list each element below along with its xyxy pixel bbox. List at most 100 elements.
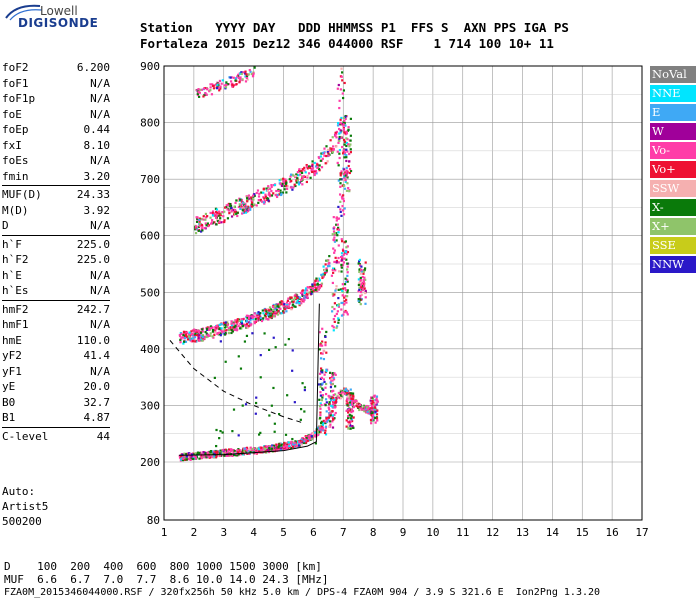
echo-point [336,234,339,237]
echo-point [343,140,347,143]
echo-point [342,249,345,252]
echo-point [270,447,274,450]
echo-point [328,408,331,411]
echo-point [232,208,235,212]
echo-point [359,406,362,409]
echo-point [245,322,249,326]
echo-point [240,320,244,324]
echo-point [295,179,298,182]
echo-point [284,182,288,185]
echo-point [371,408,374,412]
echo-point [338,135,341,139]
echo-point [342,389,345,392]
echo-point [345,141,349,145]
echo-point [219,429,222,433]
echo-point [293,296,297,299]
echo-point [374,421,377,424]
echo-point [204,212,208,216]
echo-point [324,392,328,396]
echo-point [246,209,250,213]
echo-point [337,261,340,264]
echo-point [320,427,323,430]
echo-point [257,317,260,320]
echo-point [207,455,210,458]
echo-point [267,308,270,311]
echo-point [341,393,344,396]
echo-point [260,446,263,449]
echo-point [360,293,364,296]
echo-points [178,66,379,462]
echo-point [205,328,209,331]
echo-point [276,303,279,306]
echo-point [277,449,280,452]
echo-point [369,410,373,413]
echo-point [331,372,335,375]
echo-point [293,305,296,308]
echo-point [341,92,344,95]
echo-point [216,218,219,221]
echo-point [324,433,328,436]
echo-point [236,449,239,452]
echo-point [370,413,373,417]
echo-point [321,426,325,429]
echo-point [226,451,229,454]
echo-point [358,258,361,262]
echo-point [300,175,304,178]
echo-point [343,184,346,187]
echo-point [187,332,190,336]
echo-point [266,198,269,202]
echo-point [221,211,224,214]
echo-point [286,394,289,397]
echo-point [331,426,335,429]
echo-point [369,419,373,422]
echo-point [200,452,203,455]
echo-point [295,298,298,301]
echo-point [227,202,230,206]
echo-point [339,174,342,177]
echo-point [283,441,286,445]
echo-point [250,72,253,76]
echo-point [276,313,279,316]
echo-point [214,328,217,331]
echo-point [319,428,322,431]
echo-point [375,413,379,416]
echo-point [234,201,237,205]
echo-point [281,182,284,186]
echo-point [347,186,350,190]
echo-point [322,265,325,268]
echo-point [331,324,334,328]
echo-point [362,280,366,284]
echo-point [342,261,346,264]
echo-point [373,411,376,415]
echo-point [188,452,191,455]
echo-point [267,186,270,189]
echo-point [221,330,224,334]
echo-point [335,223,338,226]
echo-point [194,225,198,228]
echo-point [343,241,346,244]
echo-point [185,331,188,334]
echo-point [219,334,222,337]
echo-point [298,441,301,444]
echo-point [221,431,224,434]
echo-point [218,79,222,83]
echo-point [327,394,330,398]
echo-point [351,400,354,403]
echo-point [239,367,243,370]
legend-item-sse: SSE [650,237,696,254]
echo-point [289,186,292,189]
echo-point [335,145,338,148]
echo-point [336,396,339,399]
echo-point [336,228,339,231]
echo-point [290,308,293,311]
echo-point [254,320,258,323]
echo-point [340,252,344,255]
echo-point [308,438,312,441]
echo-point [296,300,299,304]
echo-point [255,204,258,207]
echo-point [218,437,221,440]
echo-point [331,310,334,313]
echo-point [345,159,348,163]
echo-point [325,382,328,386]
echo-point [319,411,322,414]
